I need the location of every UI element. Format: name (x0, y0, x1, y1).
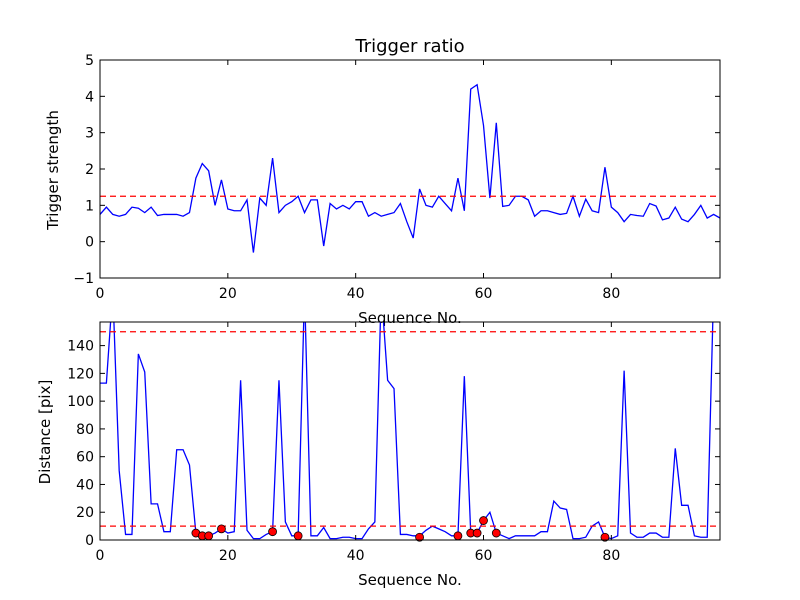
bottom-ytick-label-6: 120 (67, 366, 94, 382)
bottom-marker-12 (600, 532, 610, 542)
bottom-xtick-label-2: 40 (347, 548, 365, 564)
bottom-x-axis-label: Sequence No. (358, 571, 462, 589)
bottom-marker-11 (491, 528, 501, 538)
bottom-xtick-label-3: 60 (475, 548, 493, 564)
bottom-xtick-label-4: 80 (602, 548, 620, 564)
top-ytick-label-0: −1 (73, 271, 94, 287)
bottom-marker-9 (472, 528, 482, 538)
bottom-marker-4 (268, 527, 277, 537)
top-series-line (100, 83, 720, 253)
bottom-ytick-label-2: 40 (76, 477, 94, 493)
top-ytick-label-4: 3 (85, 126, 94, 142)
bottom-marker-2 (204, 531, 214, 541)
top-xtick-label-2: 40 (347, 286, 365, 302)
top-x-tick-labels: 0 20 40 60 80 (96, 286, 621, 302)
bottom-x-tick-labels: 0 20 40 60 80 (96, 548, 621, 564)
top-chart-title: Trigger ratio (354, 36, 464, 57)
top-ytick-label-3: 2 (85, 162, 94, 178)
bottom-ytick-label-7: 140 (67, 339, 94, 355)
top-ytick-label-2: 1 (85, 198, 94, 214)
top-plot-area (99, 59, 721, 279)
top-xtick-label-4: 80 (602, 286, 620, 302)
bottom-ytick-label-3: 60 (76, 450, 94, 466)
top-xtick-label-0: 0 (96, 286, 105, 302)
bottom-ytick-label-1: 20 (76, 505, 94, 521)
top-ytick-label-5: 4 (85, 89, 94, 105)
bottom-marker-10 (479, 516, 488, 525)
top-y-tick-labels: −1 0 1 2 3 4 5 (73, 53, 94, 287)
bottom-y-tick-labels: 0 20 40 60 80 100 120 140 (67, 339, 94, 549)
top-ytick-label-1: 0 (85, 235, 94, 251)
top-x-axis-label: Sequence No. (358, 309, 462, 327)
bottom-marker-3 (217, 524, 226, 534)
bottom-chart: 0 20 40 60 80 100 120 140 0 20 40 60 80 Distance [p… (36, 321, 721, 589)
bottom-y-axis-label: Distance [pix] (36, 380, 54, 485)
bottom-marker-5 (293, 531, 303, 541)
bottom-marker-6 (415, 532, 424, 542)
bottom-xtick-label-1: 20 (219, 548, 237, 564)
bottom-ytick-label-5: 100 (67, 394, 94, 410)
top-xtick-label-3: 60 (475, 286, 493, 302)
bottom-axes-frame (99, 321, 721, 541)
bottom-ytick-label-4: 80 (76, 422, 94, 438)
bottom-xtick-label-0: 0 (96, 548, 105, 564)
top-y-axis-label: Trigger strength (44, 110, 62, 231)
bottom-plot-area (99, 321, 721, 542)
top-ytick-label-6: 5 (85, 53, 94, 69)
bottom-ytick-label-0: 0 (85, 533, 94, 549)
top-xtick-label-1: 20 (219, 286, 237, 302)
bottom-marker-7 (453, 531, 463, 541)
